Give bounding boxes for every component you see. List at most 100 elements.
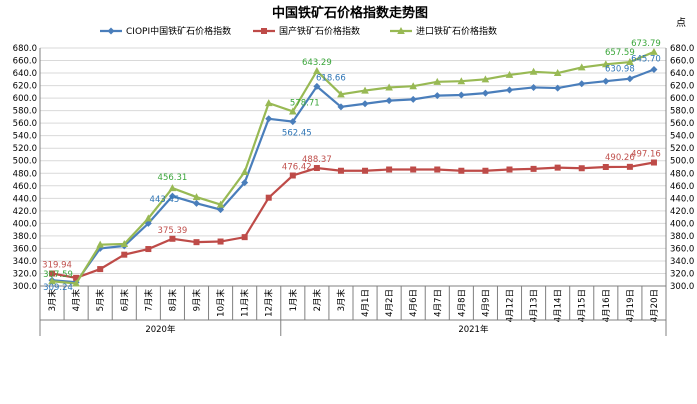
- data-label: 488.37: [302, 155, 332, 165]
- series-line: [51, 68, 655, 284]
- point: [458, 167, 465, 174]
- point: [577, 63, 586, 71]
- y-tick-label-left: 560.0: [13, 119, 37, 129]
- point: [192, 193, 201, 201]
- x-tick-label: 10月末: [216, 289, 227, 317]
- point: [169, 235, 176, 242]
- x-tick-label: 4月19日: [626, 289, 636, 322]
- x-tick-label: 8月末: [167, 289, 178, 312]
- x-tick-label: 4月15日: [578, 289, 588, 322]
- point: [409, 82, 417, 90]
- legend-item: 国产铁矿石价格指数: [253, 25, 360, 37]
- y-tick-label-left: 420.0: [13, 207, 37, 217]
- data-label: 562.45: [282, 129, 312, 139]
- group-label: 2020年: [145, 324, 176, 335]
- data-label: 643.29: [302, 58, 332, 68]
- data-label: 490.26: [605, 153, 635, 163]
- point: [457, 77, 466, 85]
- point: [482, 167, 489, 174]
- point: [73, 274, 80, 281]
- x-tick-label: 6月末: [119, 289, 130, 312]
- x-tick-label: 4月末: [71, 289, 82, 312]
- legend: CIOPI中国铁矿石价格指数 国产铁矿石价格指数 进口铁矿石价格指数: [100, 25, 497, 37]
- point: [554, 84, 562, 92]
- point: [337, 103, 345, 111]
- point: [241, 234, 248, 241]
- point: [434, 166, 441, 173]
- y-tick-label-left: 640.0: [13, 69, 37, 79]
- axes: 300.0 300.0 320.0 320.0 340.0 340.0 360.0 360.0…: [13, 44, 694, 336]
- point: [410, 166, 417, 173]
- point: [264, 99, 273, 107]
- y-tick-label-left: 320.0: [13, 269, 37, 279]
- point: [168, 192, 176, 200]
- data-label: 657.59: [605, 48, 635, 58]
- y-tick-label-right: 320.0: [670, 269, 694, 279]
- y-tick-label-left: 680.0: [13, 44, 37, 54]
- y-tick-label-right: 380.0: [670, 232, 694, 242]
- series-line: [51, 50, 655, 285]
- data-label: 673.79: [631, 39, 661, 49]
- point: [397, 27, 405, 34]
- point: [313, 82, 321, 90]
- series-3: [48, 47, 658, 287]
- point: [49, 270, 56, 277]
- point: [385, 83, 393, 91]
- y-tick-label-right: 340.0: [670, 257, 694, 267]
- legend-item: 进口铁矿石价格指数: [390, 25, 497, 37]
- point: [144, 214, 153, 222]
- point: [96, 240, 104, 248]
- y-tick-label-right: 420.0: [670, 207, 694, 217]
- x-tick-label: 4月13日: [530, 289, 540, 322]
- data-label: 309.24: [43, 283, 73, 293]
- point: [361, 86, 369, 94]
- point: [289, 107, 297, 115]
- x-tick-label: 11月末: [240, 289, 251, 317]
- x-tick-label: 12月末: [264, 289, 275, 317]
- y-tick-label-right: 580.0: [670, 107, 694, 117]
- x-tick-label: 2月末: [312, 289, 323, 312]
- y-tick-label-left: 460.0: [13, 182, 37, 192]
- series-2: [49, 159, 657, 281]
- y-tick-label-right: 440.0: [670, 194, 694, 204]
- y-tick-label-right: 360.0: [670, 244, 694, 254]
- point: [216, 200, 225, 208]
- point: [337, 90, 345, 98]
- y-tick-label-right: 500.0: [670, 157, 694, 167]
- chart-title: 中国铁矿石价格指数走势图: [272, 5, 428, 21]
- data-label: 443.45: [150, 195, 180, 205]
- legend-label: 进口铁矿石价格指数: [416, 25, 497, 37]
- point: [107, 27, 115, 35]
- y-tick-label-left: 500.0: [13, 157, 37, 167]
- y-tick-label-left: 540.0: [13, 132, 37, 142]
- y-tick-label-left: 300.0: [13, 282, 37, 292]
- point: [193, 199, 200, 207]
- point: [362, 167, 369, 174]
- point: [553, 69, 562, 77]
- y-tick-label-left: 620.0: [13, 82, 37, 92]
- point: [506, 86, 513, 94]
- point: [265, 194, 272, 201]
- y-tick-label-right: 640.0: [670, 69, 694, 79]
- series-line: [51, 161, 655, 279]
- point: [386, 166, 393, 173]
- data-label: 645.70: [631, 54, 661, 64]
- data-label: 307.59: [43, 270, 73, 280]
- x-tick-label: 4月14日: [554, 289, 564, 322]
- point: [361, 100, 369, 108]
- x-tick-label: 5月末: [95, 289, 106, 312]
- point: [313, 165, 320, 172]
- series-1: [48, 65, 658, 286]
- point: [193, 239, 200, 246]
- point: [602, 164, 609, 170]
- y-tick-label-left: 440.0: [13, 194, 37, 204]
- x-tick-label: 4月7日: [433, 289, 443, 317]
- point: [530, 165, 537, 172]
- data-label: 497.16: [631, 150, 661, 160]
- series-layer: [48, 47, 658, 287]
- point: [72, 279, 80, 287]
- point: [554, 164, 561, 171]
- y-tick-label-left: 580.0: [13, 107, 37, 117]
